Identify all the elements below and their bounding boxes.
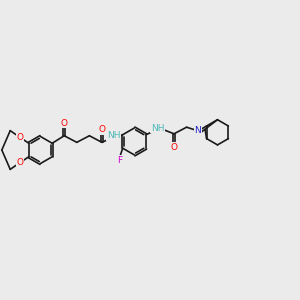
Text: F: F (117, 156, 122, 165)
Text: O: O (16, 133, 23, 142)
Text: O: O (98, 125, 106, 134)
Text: NH: NH (151, 124, 164, 133)
Text: N: N (195, 126, 201, 135)
Text: O: O (16, 158, 23, 167)
Text: NH: NH (106, 131, 120, 140)
Text: O: O (61, 118, 68, 128)
Text: O: O (170, 142, 178, 152)
